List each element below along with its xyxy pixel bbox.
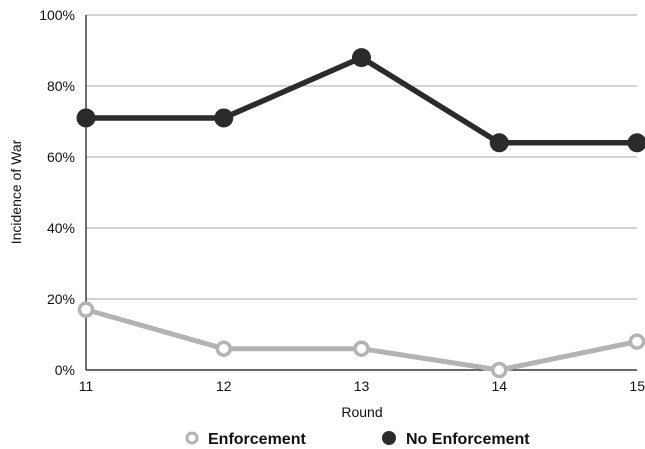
data-point-enforcement	[491, 361, 508, 379]
x-tick-label: 13	[354, 378, 370, 394]
y-axis-title: Incidence of War	[8, 139, 24, 244]
data-point-no-enforcement	[214, 108, 234, 128]
legend-label-no-enforcement: No Enforcement	[406, 431, 530, 448]
y-tick-label: 20%	[47, 291, 75, 307]
x-tick-label: 11	[79, 378, 94, 394]
data-point-enforcement	[353, 340, 370, 357]
legend-marker-no-enforcement	[382, 431, 396, 445]
y-tick-label: 60%	[47, 149, 75, 165]
data-point-no-enforcement	[352, 48, 371, 68]
gridlines	[86, 14, 637, 371]
y-tick-label: 40%	[47, 220, 75, 236]
data-point-no-enforcement	[76, 108, 96, 128]
series-line-enforcement	[85, 307, 638, 373]
data-point-enforcement	[215, 340, 232, 357]
legend-item-enforcement: Enforcement	[185, 431, 306, 448]
y-tick-labels: 0% 20% 40% 60% 80% 100%	[39, 7, 75, 378]
legend-label-enforcement: Enforcement	[208, 431, 306, 448]
x-tick-label: 12	[216, 378, 232, 394]
data-point-no-enforcement	[627, 133, 645, 153]
legend-marker-enforcement	[185, 431, 199, 445]
x-tick-label: 15	[629, 378, 645, 394]
x-axis-title: Round	[341, 404, 382, 420]
y-tick-label: 80%	[47, 78, 75, 94]
series-line-no-enforcement	[86, 54, 637, 146]
y-tick-label: 100%	[39, 7, 75, 23]
data-point-enforcement	[77, 301, 95, 318]
data-point-enforcement	[628, 333, 645, 350]
x-tick-label: 14	[491, 378, 507, 394]
x-tick-labels: 11 12 13 14 15	[79, 378, 645, 394]
data-point-no-enforcement	[489, 133, 509, 153]
y-tick-label: 0%	[55, 362, 75, 378]
legend: Enforcement No Enforcement	[185, 431, 530, 448]
legend-item-no-enforcement: No Enforcement	[382, 431, 530, 448]
series-layer	[76, 48, 645, 379]
